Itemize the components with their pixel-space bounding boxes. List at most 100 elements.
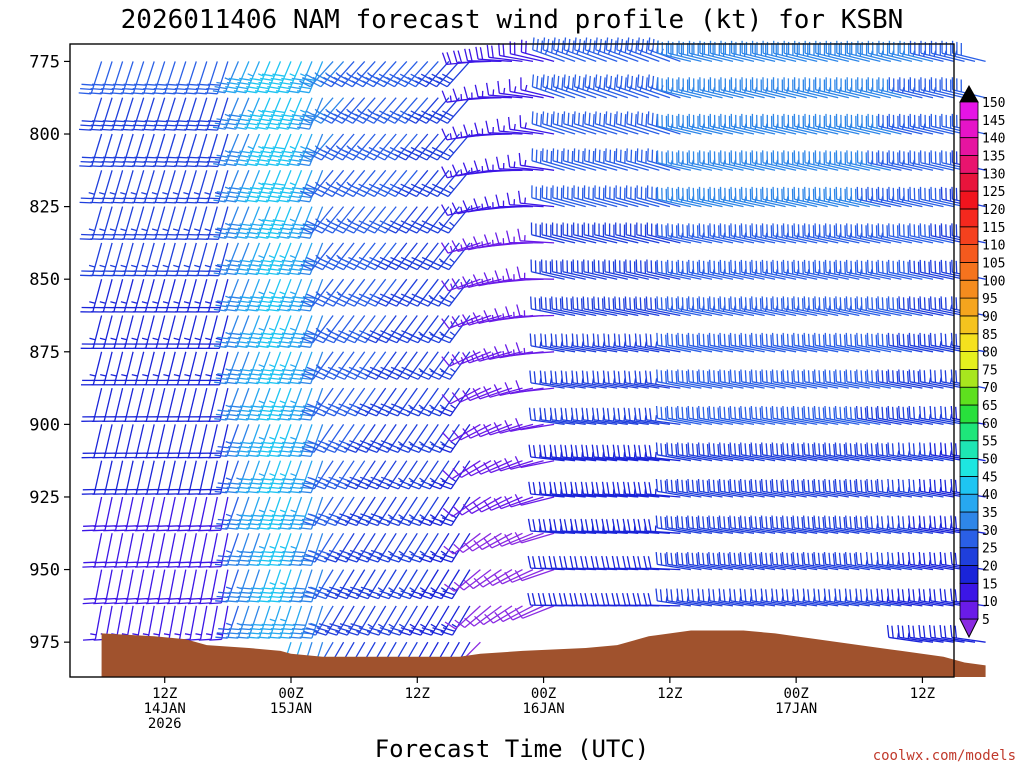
wind-barb (909, 259, 944, 280)
wind-barb (604, 148, 639, 171)
wind-barb (132, 206, 155, 240)
wind-barb (175, 315, 197, 350)
wind-barb (625, 222, 660, 244)
wind-barb (919, 150, 955, 171)
wind-barb (101, 279, 124, 313)
colorbar-swatch (959, 119, 979, 139)
wind-barb (195, 206, 218, 240)
wind-barb (719, 405, 755, 426)
wind-barb (898, 259, 934, 280)
chart-title: 2026011406 NAM forecast wind profile (kt… (121, 5, 904, 35)
colorbar-label: 80 (982, 346, 998, 361)
wind-barb (887, 405, 923, 426)
wind-barb (531, 111, 565, 135)
colorbar-label: 70 (982, 381, 998, 396)
colorbar-swatch (959, 475, 979, 495)
wind-barb (583, 222, 618, 244)
colorbar-swatch (959, 190, 979, 210)
wind-barb (877, 369, 913, 389)
wind-barb (103, 569, 124, 605)
colorbar-swatch (959, 137, 979, 156)
wind-barb (687, 478, 723, 498)
colorbar-swatch (959, 244, 979, 263)
wind-barb (876, 515, 913, 534)
wind-barb (877, 296, 913, 317)
wind-barb (165, 351, 187, 386)
wind-barb (636, 111, 671, 135)
wind-barb (929, 369, 965, 389)
colorbar-label: 120 (982, 203, 1005, 218)
wind-barb (553, 37, 586, 63)
wind-barb (82, 533, 103, 568)
colorbar-label: 55 (982, 435, 998, 450)
wind-barb (462, 387, 502, 402)
wind-barb (334, 532, 366, 563)
wind-barb (718, 478, 755, 498)
wind-barb (751, 296, 786, 317)
wind-barb (782, 405, 818, 426)
colorbar-label: 30 (982, 524, 998, 539)
wind-barb (520, 77, 555, 99)
wind-barb (483, 423, 523, 436)
wind-barb (676, 442, 713, 462)
wind-barb (515, 342, 555, 355)
wind-barb (771, 515, 807, 534)
colorbar-swatch (959, 440, 979, 459)
wind-barb (441, 166, 481, 179)
wind-barb (398, 569, 429, 600)
wind-barb (302, 460, 334, 490)
wind-barb (613, 407, 649, 426)
wind-barb (750, 332, 786, 353)
wind-barb (246, 496, 271, 530)
wind-barb (876, 405, 913, 426)
wind-barb (855, 515, 892, 534)
wind-barb (528, 481, 565, 498)
wind-barb (909, 223, 944, 244)
wind-barb (90, 242, 113, 277)
wind-barb (677, 223, 713, 244)
wind-barb (792, 442, 828, 462)
wind-barb (751, 259, 786, 280)
wind-barb (531, 185, 565, 208)
wind-barb (143, 242, 166, 277)
wind-barb (493, 532, 534, 547)
colorbar-swatch (959, 600, 979, 620)
wind-barb (866, 442, 902, 462)
wind-barb (486, 44, 523, 63)
credit-text[interactable]: coolwx.com/models (873, 748, 1016, 764)
x-tick-label: 00Z (783, 686, 808, 702)
wind-barb (255, 170, 282, 203)
wind-barb (835, 259, 870, 280)
wind-barb (206, 242, 229, 277)
wind-barb (355, 532, 387, 563)
wind-barb (429, 569, 460, 600)
wind-barb (145, 533, 166, 568)
wind-barb (771, 369, 807, 389)
wind-barb (323, 424, 355, 454)
wind-barb (624, 296, 660, 317)
wind-barb (507, 116, 544, 135)
wind-barb (541, 222, 576, 244)
wind-barb (504, 568, 544, 583)
colorbar-label: 90 (982, 310, 998, 325)
wind-barb (636, 148, 671, 171)
wind-barb (333, 424, 366, 454)
wind-barb (846, 113, 881, 135)
wind-barb (198, 569, 218, 605)
wind-barb (235, 351, 261, 385)
wind-barb (697, 478, 734, 498)
wind-barb (877, 223, 913, 244)
wind-barb (144, 387, 166, 422)
colorbar-swatch (959, 351, 979, 370)
wind-barb (153, 206, 176, 240)
wind-barb (846, 77, 881, 99)
wind-barb (762, 113, 797, 135)
wind-barb (824, 332, 860, 353)
wind-barb (698, 405, 734, 426)
wind-barb (473, 532, 513, 551)
wind-barb (604, 222, 639, 244)
wind-barb (91, 315, 113, 350)
wind-barb (614, 296, 649, 317)
wind-barb (462, 496, 502, 515)
wind-barb (214, 460, 240, 494)
